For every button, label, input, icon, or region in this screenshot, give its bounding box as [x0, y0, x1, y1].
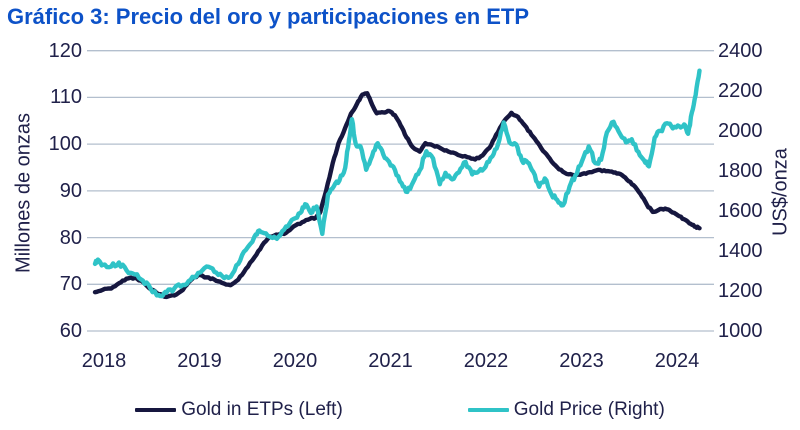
right-axis-tick-label: 2200: [718, 79, 763, 102]
legend-label-gold-price: Gold Price (Right): [513, 399, 665, 420]
left-axis-tick-label: 60: [59, 320, 82, 342]
x-axis-tick-label: 2023: [559, 350, 604, 372]
left-axis-tick-label: 100: [48, 133, 82, 156]
left-axis-tick-label: 110: [50, 86, 82, 109]
x-axis-tick-label: 2021: [368, 350, 413, 372]
x-axis-tick-label: 2020: [272, 350, 318, 372]
x-axis-tick-label: 2022: [463, 350, 509, 372]
left-axis-title: Millones de onzas: [12, 112, 35, 274]
chart-title: Gráfico 3: Precio del oro y participacio…: [7, 4, 530, 29]
series-line-gold-price: [92, 68, 702, 299]
gold-price-line-swatch: [467, 408, 509, 412]
right-axis-tick-label: 1000: [718, 320, 763, 342]
legend-item-gold-in-etps: Gold in ETPs (Left): [135, 399, 343, 421]
left-axis-tick-label: 80: [59, 226, 82, 249]
x-axis-tick-label: 2018: [81, 350, 127, 372]
x-axis-tick-label: 2024: [654, 350, 700, 372]
right-axis-title: US$/onza: [769, 148, 792, 236]
left-axis-tick-label: 90: [59, 179, 82, 202]
legend: Gold in ETPs (Left) Gold Price (Right): [0, 397, 800, 423]
right-axis-tick-label: 2400: [718, 39, 763, 62]
legend-item-gold-price: Gold Price (Right): [467, 399, 665, 421]
series-line-gold-in-etps: [92, 91, 702, 300]
right-axis-tick-label: 2000: [718, 119, 763, 142]
legend-label-gold-in-etps: Gold in ETPs (Left): [181, 399, 343, 420]
right-axis-tick-label: 1400: [718, 239, 763, 262]
left-axis-tick-label: 70: [59, 273, 82, 296]
left-axis-tick-label: 120: [48, 39, 82, 62]
etp-line-swatch: [135, 408, 177, 412]
right-axis-tick-label: 1800: [718, 159, 763, 182]
right-axis-tick-label: 1200: [718, 280, 763, 302]
x-axis-tick-label: 2019: [177, 350, 222, 372]
right-axis-tick-label: 1600: [718, 199, 763, 222]
